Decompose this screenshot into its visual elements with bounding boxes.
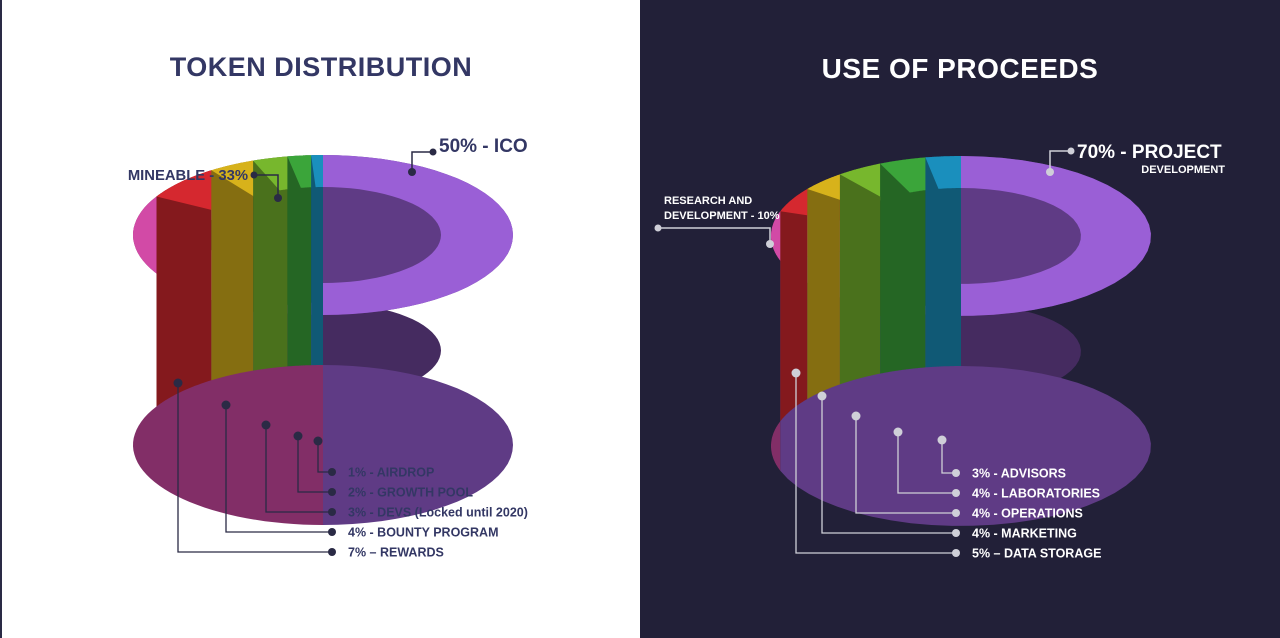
slice-label-70-project: 70% - PROJECT bbox=[1077, 142, 1222, 163]
slice-label-1-airdrop: 1% - AIRDROP bbox=[348, 466, 434, 480]
leader-dot-3-devs-locked-until-2020 bbox=[261, 420, 271, 430]
slice-top-face bbox=[287, 155, 316, 188]
token-distribution-chart: 50% - ICO MINEABLE - 33% 1% - AIRDROP 2% - … bbox=[128, 136, 528, 560]
leader-dot-70-project bbox=[1046, 168, 1054, 176]
slice-label-research-and: RESEARCH AND bbox=[664, 195, 752, 207]
slice-3-advisors bbox=[925, 156, 961, 368]
leader-dot-1-airdrop bbox=[313, 436, 323, 446]
slice-label-5-data-storage: 5% – DATA STORAGE bbox=[972, 547, 1101, 561]
leader-line-70-project bbox=[1049, 150, 1071, 172]
slice-label-4-operations: 4% - OPERATIONS bbox=[972, 507, 1083, 521]
slice-outer-wall bbox=[311, 155, 323, 366]
slice-label-4-marketing: 4% - MARKETING bbox=[972, 527, 1077, 541]
slice-outer-wall bbox=[156, 170, 212, 407]
leader-dot-4-bounty-program bbox=[221, 400, 231, 410]
slice-label-mineable-33: MINEABLE - 33% bbox=[128, 168, 248, 184]
leader-end-dot-2-growth-pool bbox=[328, 488, 336, 496]
leader-line-mineable-33 bbox=[254, 174, 279, 198]
leader-line-2-growth-pool bbox=[297, 436, 332, 493]
slice-top-face bbox=[925, 156, 961, 189]
leader-end-dot-4-operations bbox=[952, 509, 960, 517]
leader-dot-4-laboratories bbox=[893, 427, 903, 437]
leader-line-50-ico bbox=[411, 151, 433, 172]
leader-dot-2-growth-pool bbox=[293, 431, 303, 441]
chart-title: USE OF PROCEEDS bbox=[821, 53, 1099, 84]
leader-end-dot-4-marketing bbox=[952, 529, 960, 537]
slice-label-7-rewards: 7% – REWARDS bbox=[348, 546, 444, 560]
leader-dot-4-marketing bbox=[817, 391, 827, 401]
leader-end-dot-3-advisors bbox=[952, 469, 960, 477]
slice-outer-wall bbox=[839, 163, 881, 385]
slice-outer-wall bbox=[807, 174, 840, 399]
leader-end-dot-70-project bbox=[1067, 147, 1075, 155]
leader-end-dot-7-rewards bbox=[328, 548, 336, 556]
leader-line-4-laboratories bbox=[897, 432, 956, 494]
leader-end-dot-4-bounty-program bbox=[328, 528, 336, 536]
slice-outer-wall bbox=[925, 156, 961, 368]
chart-title: TOKEN DISTRIBUTION bbox=[169, 52, 473, 82]
slice-50-ico bbox=[323, 155, 513, 525]
slice-label-50-ico: 50% - ICO bbox=[439, 136, 528, 157]
slice-outer-wall bbox=[880, 157, 926, 374]
slice-outer-wall bbox=[253, 156, 288, 371]
leader-line-5-data-storage bbox=[795, 373, 956, 554]
slice-outer-wall bbox=[780, 189, 808, 422]
leader-line-7-rewards bbox=[177, 383, 332, 553]
slice-top-face bbox=[323, 155, 513, 315]
leader-dot-4-operations bbox=[851, 411, 861, 421]
leader-line-4-bounty-program bbox=[225, 405, 332, 533]
leader-line-research-and bbox=[658, 227, 771, 244]
leader-line-1-airdrop bbox=[317, 441, 332, 473]
slice-label-3-advisors: 3% - ADVISORS bbox=[972, 467, 1066, 481]
leader-end-dot-mineable-33 bbox=[250, 171, 258, 179]
slice-top-face bbox=[311, 155, 323, 188]
leader-dot-7-rewards bbox=[173, 378, 183, 388]
slice-outer-wall bbox=[287, 155, 312, 367]
leader-end-dot-1-airdrop bbox=[328, 468, 336, 476]
leader-line-3-devs-locked-until-2020 bbox=[265, 425, 332, 513]
leader-dot-3-advisors bbox=[937, 435, 947, 445]
slice-label-2-growth-pool: 2% - GROWTH POOL bbox=[348, 486, 473, 500]
slice-sublabel-70-project: DEVELOPMENT bbox=[1141, 164, 1225, 176]
slice-outer-wall bbox=[780, 156, 1151, 526]
leader-dot-50-ico bbox=[408, 168, 416, 176]
use-of-proceeds-panel: USE OF PROCEEDS 70% - PROJECT DEVELOPMENT… bbox=[640, 0, 1280, 638]
leader-dot-5-data-storage bbox=[791, 368, 801, 378]
leader-dot-mineable-33 bbox=[274, 194, 282, 202]
chart-body: 50% - ICO MINEABLE - 33% 1% - AIRDROP 2% - … bbox=[128, 136, 528, 560]
slice-outer-wall bbox=[211, 160, 254, 381]
leader-line-3-advisors bbox=[941, 440, 956, 474]
slice-sublabel-research-and: DEVELOPMENT - 10% bbox=[664, 210, 780, 222]
leader-line-4-marketing bbox=[821, 396, 956, 534]
slice-label-4-bounty-program: 4% - BOUNTY PROGRAM bbox=[348, 526, 498, 540]
leader-end-dot-research-and bbox=[654, 224, 662, 232]
token-distribution-panel: TOKEN DISTRIBUTION 50% - ICO MINEABLE - 3… bbox=[0, 0, 528, 638]
slice-1-airdrop bbox=[311, 155, 323, 366]
leader-end-dot-5-data-storage bbox=[952, 549, 960, 557]
leader-end-dot-50-ico bbox=[429, 148, 437, 156]
leader-line-4-operations bbox=[855, 416, 956, 514]
leader-end-dot-3-devs-locked-until-2020 bbox=[328, 508, 336, 516]
slice-label-3-devs-locked-until-2020: 3% - DEVS (Locked until 2020) bbox=[348, 506, 528, 520]
leader-dot-research-and bbox=[766, 240, 774, 248]
slice-top-face bbox=[880, 157, 939, 193]
leader-end-dot-4-laboratories bbox=[952, 489, 960, 497]
slice-label-4-laboratories: 4% - LABORATORIES bbox=[972, 487, 1100, 501]
